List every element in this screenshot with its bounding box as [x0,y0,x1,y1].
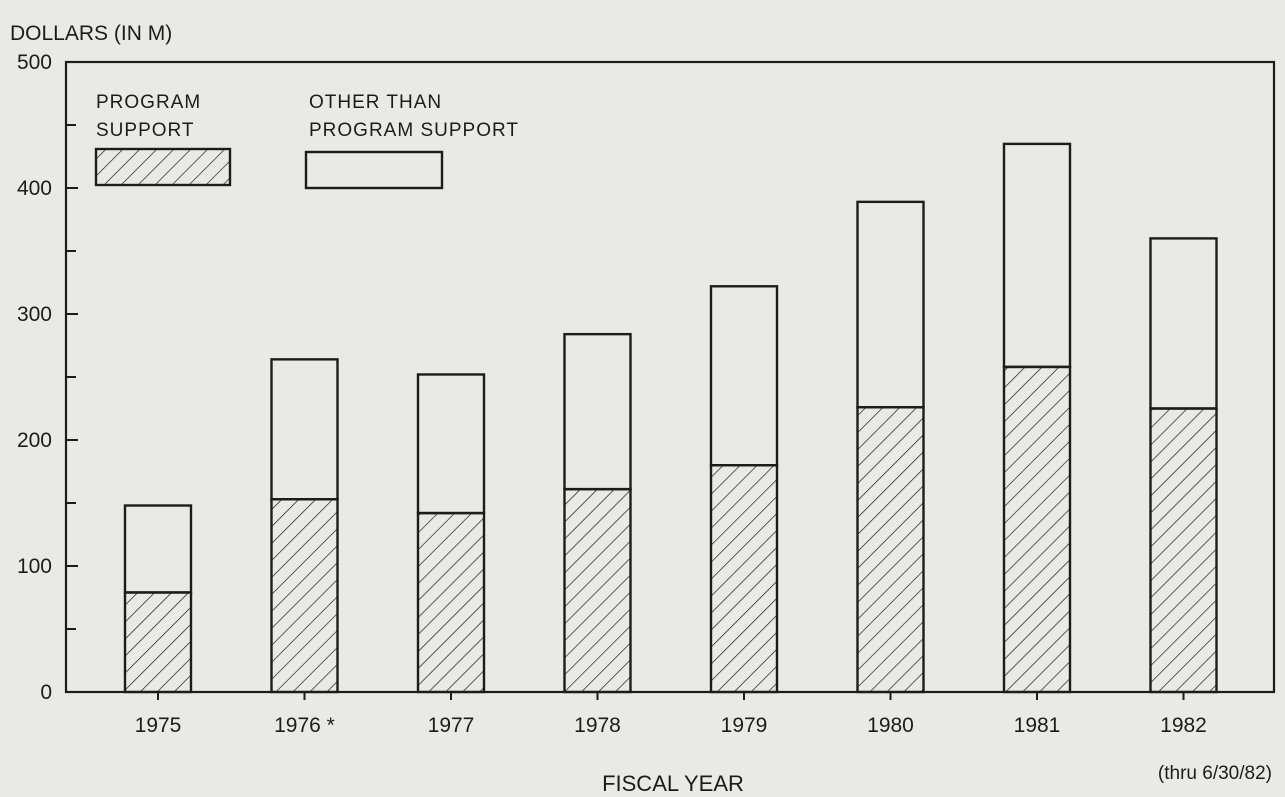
x-axis-title: FISCAL YEAR [602,771,744,796]
x-tick-label-1980: 1980 [867,714,914,737]
x-tick-label-1978: 1978 [574,714,621,737]
y-tick-label-300: 300 [17,303,52,326]
bar-other-than-program-support-1978 [563,332,632,491]
x-tick-label-1982: 1982 [1160,714,1207,737]
bar-program-support-1982 [1149,407,1218,694]
bar-program-support-1975 [123,591,193,694]
x-category-note: (thru 6/30/82) [1158,763,1272,784]
y-tick-label-100: 100 [17,555,52,578]
bar-other-than-program-support-1976 [270,358,339,501]
legend-label-other-line1: OTHER THAN [309,92,442,113]
bar-program-support-1981 [1002,365,1072,694]
y-tick-label-400: 400 [17,177,52,200]
legend: PROGRAM SUPPORT OTHER THAN PROGRAM SUPPO… [94,92,519,190]
bar-program-support-1980 [856,406,925,694]
y-tick-label-0: 0 [40,681,52,704]
y-axis: 0 100 200 300 400 500 [17,51,78,704]
bar-other-than-program-support-1980 [856,200,925,409]
y-axis-title: DOLLARS (IN M) [10,22,172,45]
y-tick-label-200: 200 [17,429,52,452]
y-tick-label-500: 500 [17,51,52,74]
bar-other-than-program-support-1982 [1149,237,1218,410]
bar-other-than-program-support-1975 [123,504,193,594]
bar-other-than-program-support-1981 [1002,142,1072,369]
x-tick-label-1975: 1975 [135,714,182,737]
bar-program-support-1978 [563,487,632,694]
x-axis: 1975 1976 * 1977 1978 1979 1980 1981 1982 [135,692,1207,737]
x-tick-label-1977: 1977 [428,714,475,737]
bar-program-support-1979 [709,464,779,694]
bar-program-support-1977 [416,511,486,694]
bar-other-than-program-support-1979 [709,285,779,467]
x-tick-label-1979: 1979 [721,714,768,737]
bar-other-than-program-support-1977 [416,373,486,515]
bar-program-support-1976 [270,498,339,694]
x-tick-label-1976: 1976 * [274,714,335,737]
bars [123,142,1218,694]
legend-label-program-support-line1: PROGRAM [96,92,201,113]
legend-label-other-line2: PROGRAM SUPPORT [309,120,519,141]
legend-label-program-support-line2: SUPPORT [96,120,195,141]
x-tick-label-1981: 1981 [1014,714,1061,737]
plot-frame [64,60,1276,694]
legend-swatch-program-support [94,147,232,187]
legend-swatch-other-than-program-support [304,150,444,190]
